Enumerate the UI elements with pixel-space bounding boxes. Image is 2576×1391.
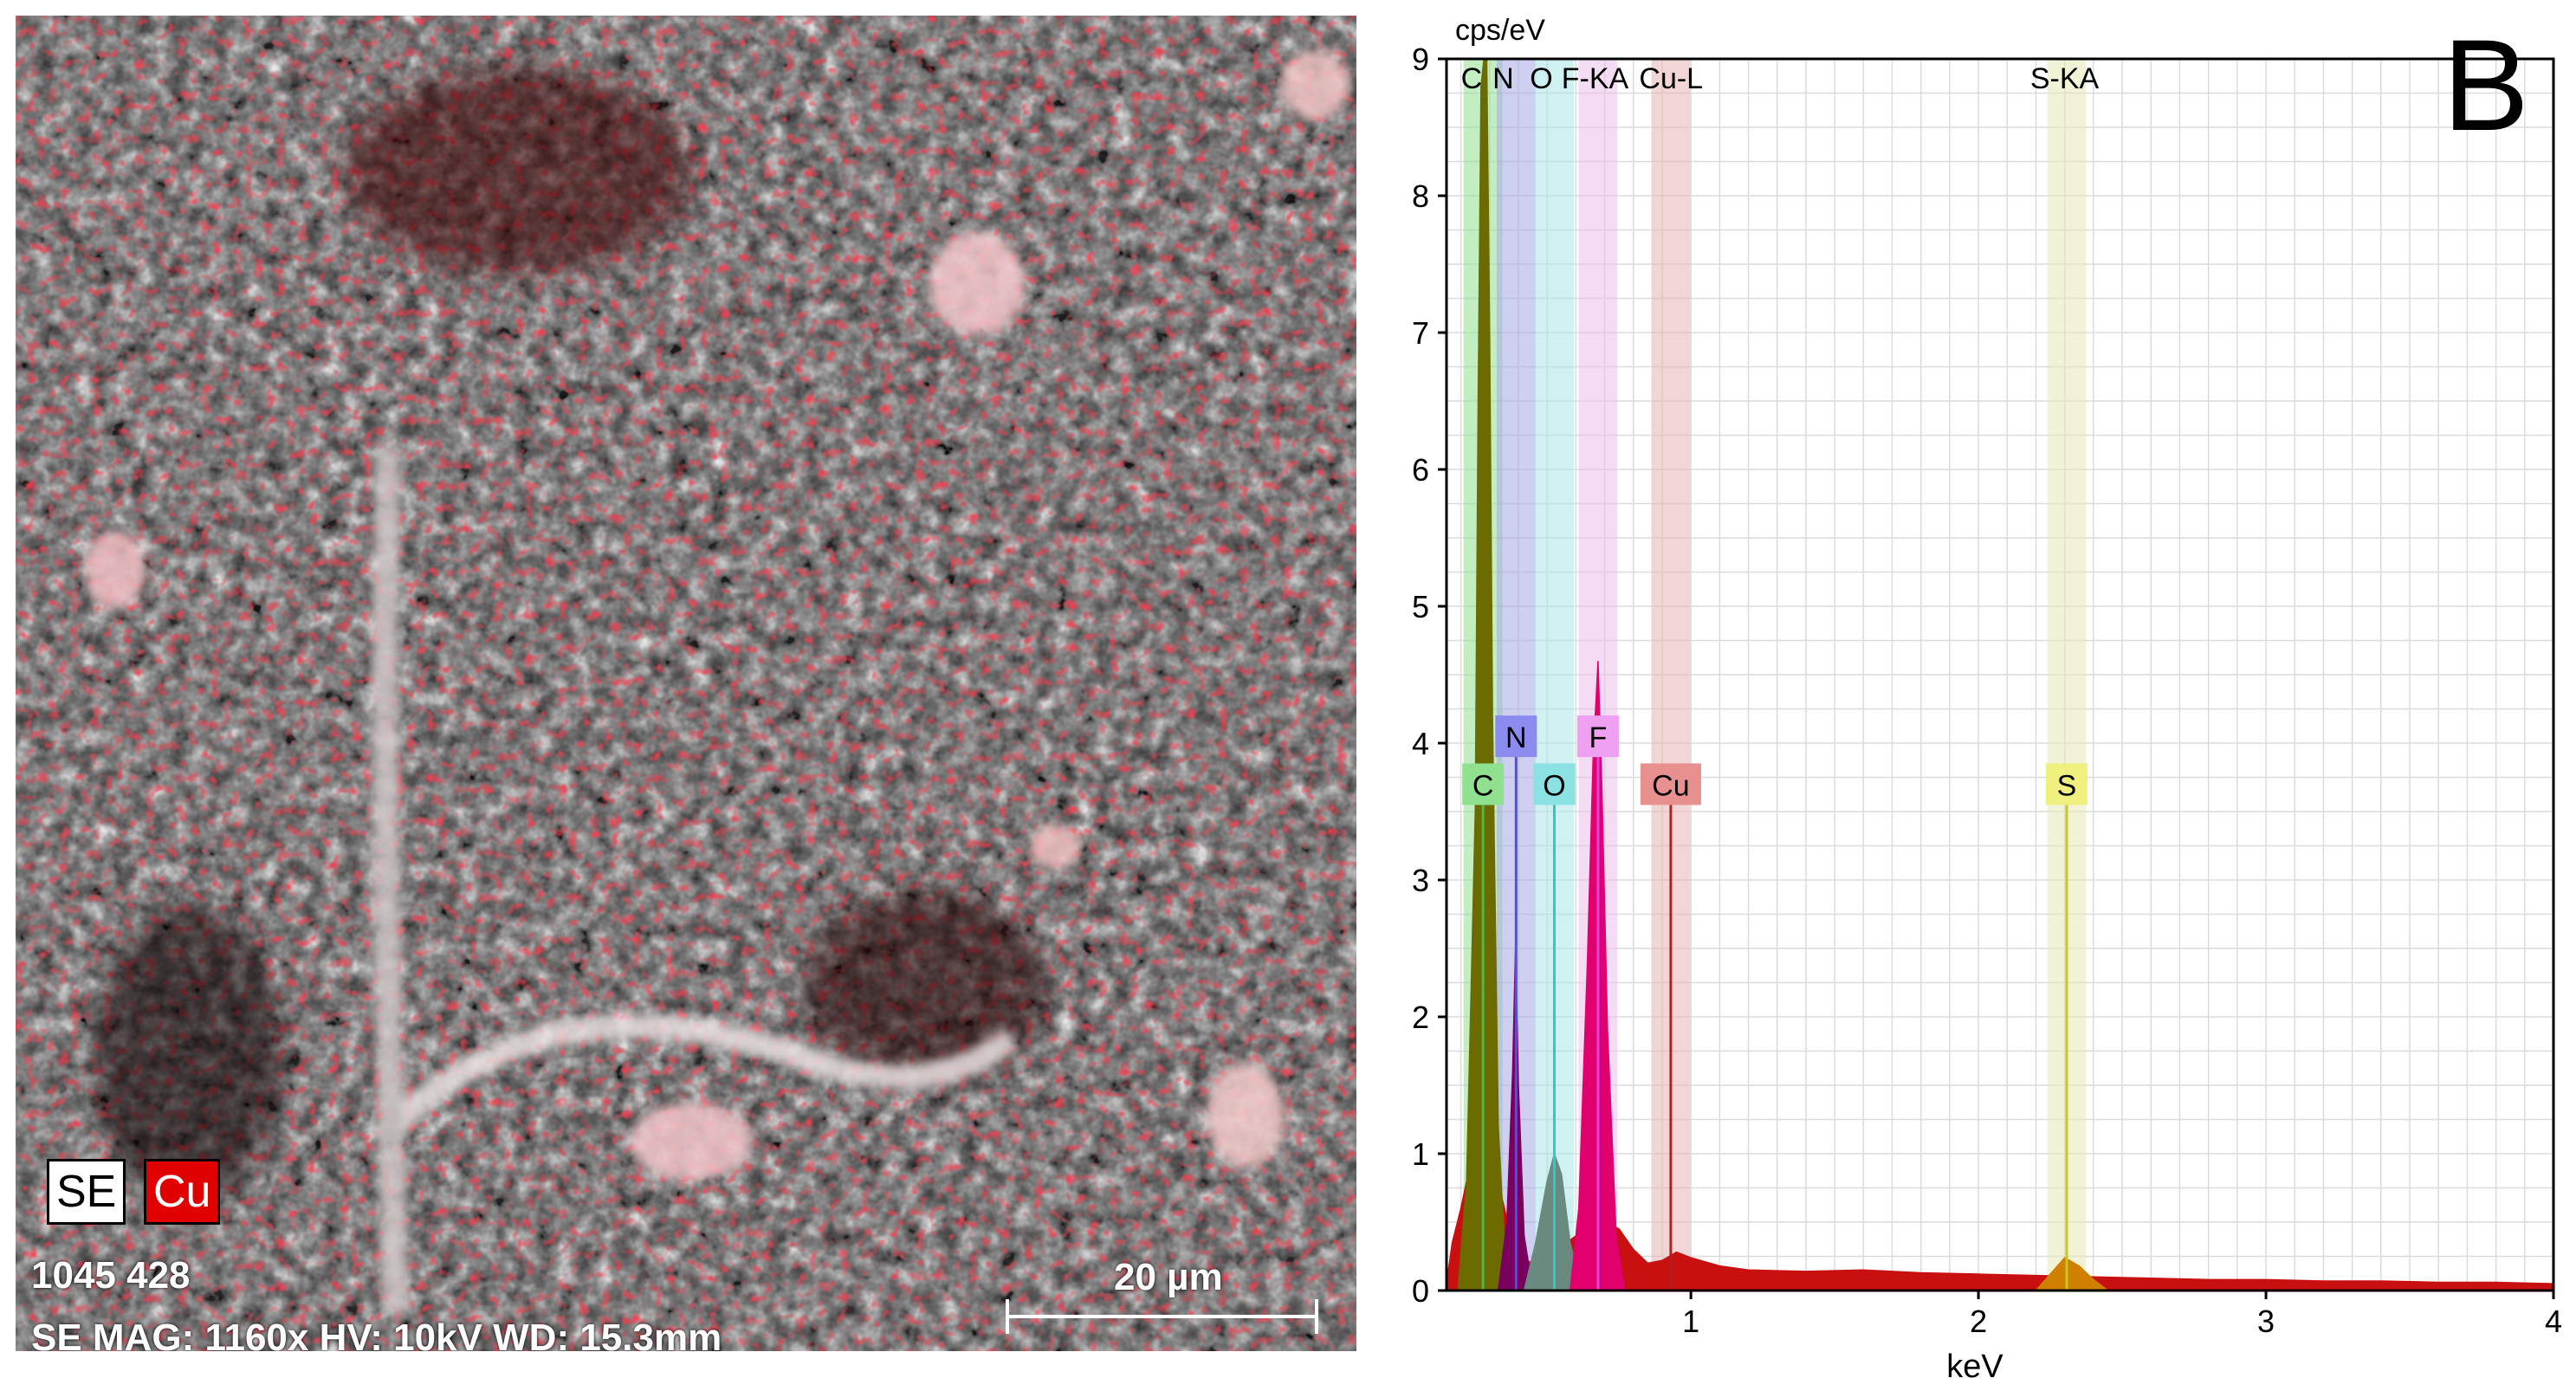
y-tick-label: 7 [1412, 315, 1429, 351]
scale-bar-label: 20 µm [1114, 1256, 1223, 1298]
sem-micrograph [16, 16, 1356, 1351]
top-label-f-ka: F-KA [1562, 62, 1629, 95]
x-tick-label: 4 [2545, 1304, 2562, 1339]
top-label-c: C [1461, 62, 1483, 95]
marker-n-label: N [1505, 721, 1527, 754]
y-tick-label: 1 [1412, 1136, 1429, 1172]
panel-label: B [2443, 12, 2529, 158]
marker-o: O [1533, 763, 1576, 1291]
sem-eds-map: SE Cu 1045 428 SE MAG: 1160x HV: 10kV WD… [16, 16, 1356, 1351]
marker-n: N [1495, 715, 1537, 1291]
marker-f: F [1576, 715, 1619, 1291]
x-tick-label: 2 [1970, 1304, 1987, 1339]
marker-s-label: S [2057, 769, 2077, 802]
scale-bar [1006, 1299, 1318, 1334]
marker-o-label: O [1543, 769, 1565, 802]
x-axis-label: keV [1946, 1349, 2003, 1385]
marker-o-box [1533, 763, 1576, 805]
dark-regions [94, 68, 1046, 1202]
top-label-cu-l: Cu-L [1639, 62, 1703, 95]
top-label-n: N [1492, 62, 1514, 95]
y-axis-label: cps/eV [1455, 14, 1545, 47]
x-tick-label: 3 [2257, 1304, 2275, 1339]
plot-frame [1445, 57, 2555, 1292]
marker-f-box [1576, 715, 1619, 758]
sem-acquisition-info: SE MAG: 1160x HV: 10kV WD: 15.3mm [31, 1317, 722, 1351]
top-label-o: O [1530, 62, 1552, 95]
y-tick-label: 3 [1412, 863, 1429, 898]
marker-c: C [1462, 763, 1505, 1291]
axes: 0 1 2 3 4 5 6 7 8 9 1 2 3 4 [1412, 42, 2562, 1339]
y-tick-label: 2 [1412, 1000, 1429, 1035]
marker-s-box [2046, 763, 2088, 805]
marker-c-label: C [1472, 769, 1494, 802]
element-top-labels: C N O F-KA Cu-L S-KA [1461, 62, 2100, 95]
marker-cu-label: Cu [1652, 769, 1689, 802]
marker-c-box [1462, 763, 1505, 805]
channel-tag-se: SE [47, 1159, 126, 1225]
marker-n-box [1495, 715, 1537, 758]
y-tick-label: 6 [1412, 452, 1429, 488]
marker-s: S [2046, 763, 2088, 1291]
y-tick-label: 9 [1412, 42, 1429, 77]
sem-image-id: 1045 428 [31, 1254, 191, 1297]
y-tick-label: 5 [1412, 589, 1429, 624]
top-label-s-ka: S-KA [2030, 62, 2100, 95]
marker-f-label: F [1589, 721, 1608, 754]
x-tick-label: 1 [1682, 1304, 1699, 1339]
bright-particles [85, 50, 1349, 1316]
y-tick-label: 4 [1412, 726, 1429, 761]
marker-cu-box [1640, 763, 1701, 805]
channel-tag-cu: Cu [144, 1159, 221, 1225]
y-tick-label: 8 [1412, 178, 1429, 214]
y-tick-label: 0 [1412, 1273, 1429, 1309]
series-s [2034, 1257, 2110, 1291]
marker-cu: Cu [1640, 763, 1701, 1291]
